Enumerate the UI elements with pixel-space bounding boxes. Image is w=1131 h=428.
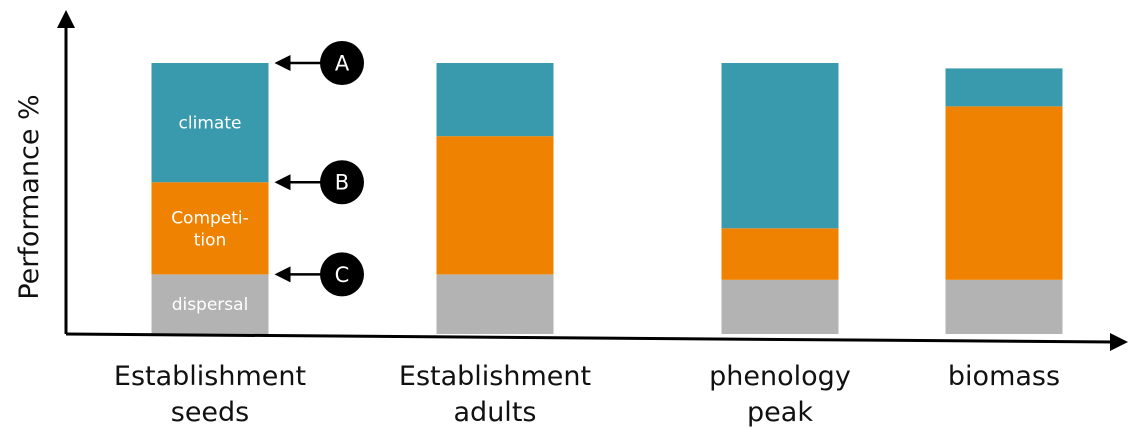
annotation-marker	[320, 252, 364, 297]
annotation-letter: A	[335, 52, 350, 76]
annotation-arrowhead	[274, 174, 291, 191]
bar-segment-dispersal	[721, 279, 839, 334]
x-axis-arrowhead	[1110, 333, 1128, 351]
category-label: phenology	[709, 361, 851, 392]
annotation-marker	[320, 160, 364, 205]
segment-label: climate	[179, 114, 242, 134]
bar-segment-competition	[945, 106, 1063, 280]
annotations-layer: A B C	[274, 41, 364, 297]
bar-segment-climate	[436, 63, 554, 137]
segment-label: Competi-	[171, 208, 249, 228]
bar-segment-competition	[436, 136, 554, 275]
annotation-letter: B	[335, 171, 349, 195]
y-axis-label: Performance %	[14, 94, 45, 299]
category-label: biomass	[948, 361, 1060, 392]
bars-layer	[151, 63, 1063, 334]
bar-segment-dispersal	[436, 274, 554, 334]
bar-segment-competition	[151, 182, 269, 275]
category-label: seeds	[171, 397, 250, 428]
annotation-marker	[320, 41, 364, 85]
segment-label: dispersal	[172, 295, 249, 315]
annotation-arrowhead	[274, 55, 291, 71]
segment-label: tion	[194, 230, 227, 250]
category-label: peak	[747, 397, 813, 428]
category-label: adults	[454, 397, 537, 428]
bar-segment-dispersal	[151, 274, 269, 334]
bar-segment-climate	[945, 68, 1063, 107]
y-axis-arrowhead	[57, 10, 75, 28]
segment-labels-layer: dispersal Competi-tion climate	[171, 114, 249, 316]
category-label: Establishment	[114, 361, 306, 392]
axes-layer: Performance %	[14, 10, 1128, 351]
bar-segment-climate	[151, 63, 269, 183]
category-label: Establishment	[399, 361, 591, 392]
category-labels-layer: Establishment seeds Establishment adults phe…	[114, 361, 1060, 428]
bar-segment-dispersal	[945, 279, 1063, 334]
bar-segment-climate	[721, 63, 839, 229]
annotation-letter: C	[335, 263, 350, 287]
x-axis-line	[65, 332, 1115, 344]
annotation-arrowhead	[274, 266, 291, 283]
bar-segment-competition	[721, 228, 839, 280]
